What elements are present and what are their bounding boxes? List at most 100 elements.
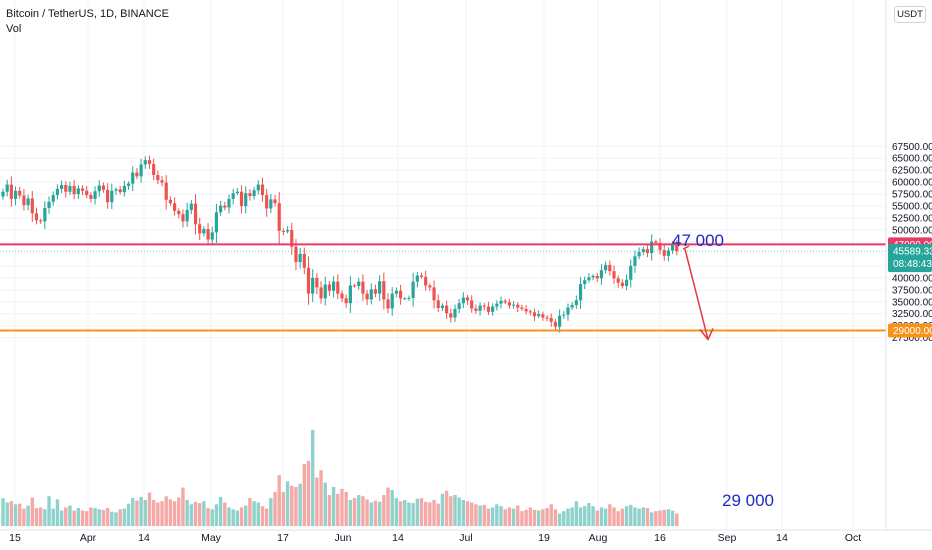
volume-bar — [595, 510, 599, 526]
horizontal-lines[interactable] — [0, 243, 886, 332]
candle-body — [436, 300, 440, 308]
y-tick-label: 32500.00 — [892, 309, 932, 320]
candle-body — [398, 290, 403, 299]
volume-bar — [264, 508, 269, 526]
volume-bar — [47, 496, 51, 526]
time-axis[interactable]: 15 Apr 14 May 17 Jun 14 Jul 19 Aug 16 Sep 14 Oct — [9, 532, 861, 544]
volume-bar — [382, 495, 386, 526]
volume-bar — [105, 508, 110, 526]
candle-body — [428, 285, 432, 288]
volume-bar — [486, 508, 491, 526]
candle-body — [633, 256, 637, 266]
candle-body — [604, 264, 608, 271]
candle-body — [465, 297, 470, 301]
x-tick-label: Sep — [718, 532, 737, 544]
candle-body — [101, 185, 106, 190]
candle-body — [256, 184, 260, 191]
candle-body — [386, 299, 390, 309]
countdown-label: 08:48:43 — [893, 259, 932, 270]
volume-bar — [13, 504, 18, 526]
candle-body — [76, 188, 80, 195]
candle-body — [537, 314, 541, 317]
volume-bar — [177, 497, 181, 526]
candle-body — [214, 212, 219, 233]
volume-bar — [624, 506, 629, 526]
currency-badge[interactable]: USDT — [894, 6, 926, 23]
candle-body — [419, 275, 424, 277]
annotations[interactable]: 47 000 29 000 — [672, 231, 774, 510]
x-tick-label: 17 — [277, 532, 289, 544]
volume-bar — [51, 508, 55, 526]
candle-body — [440, 305, 445, 308]
candle-body — [524, 308, 528, 312]
candle-body — [457, 303, 461, 309]
candle-body — [59, 185, 64, 189]
candle-body — [269, 199, 273, 209]
candle-body — [453, 308, 457, 318]
volume-bar — [139, 496, 143, 526]
candle-body — [449, 313, 453, 318]
candle-body — [332, 281, 336, 291]
volume-bar — [520, 511, 524, 526]
candle-body — [357, 281, 361, 286]
volume-bar — [453, 495, 457, 526]
candle-body — [193, 203, 198, 225]
volume-bar — [637, 508, 641, 526]
candle-body — [369, 289, 373, 300]
candle-body — [365, 293, 369, 300]
candle-body — [645, 249, 650, 253]
volume-bar — [252, 501, 256, 526]
candle-body — [520, 307, 524, 309]
volume-bar — [34, 508, 39, 526]
volume-bar — [352, 498, 357, 526]
volume-bar — [394, 498, 399, 526]
volume-bar — [470, 502, 474, 526]
volume-bar — [126, 503, 131, 526]
x-tick-label: 19 — [538, 532, 550, 544]
volume-bar — [591, 506, 595, 526]
candle-body — [206, 229, 210, 240]
candle-body — [461, 297, 465, 304]
candle-body — [591, 275, 595, 278]
volume-bar — [499, 506, 503, 526]
candle-body — [549, 318, 553, 322]
volume-bar — [675, 513, 679, 526]
candle-body — [511, 304, 516, 306]
volume-bar — [574, 501, 579, 526]
candle-body — [9, 184, 13, 199]
candle-body — [336, 281, 340, 294]
volume-bar — [511, 508, 516, 526]
volume-bar — [290, 485, 294, 526]
candle-body — [156, 174, 160, 181]
candle-body — [671, 245, 675, 251]
volume-bar — [616, 511, 620, 526]
volume-bar — [26, 505, 30, 526]
volume-bar — [373, 500, 378, 526]
candle-body — [570, 305, 574, 308]
volume-bar — [85, 511, 89, 526]
candlesticks — [1, 155, 679, 333]
volume-bar — [277, 475, 281, 526]
candle-body — [131, 172, 135, 184]
candle-body — [662, 250, 666, 256]
volume-bar — [239, 507, 244, 526]
volume-bar — [260, 506, 265, 526]
volume-bar — [160, 501, 164, 526]
candle-body — [126, 183, 131, 186]
volume-bar — [449, 496, 453, 526]
projection-arrow[interactable] — [682, 245, 714, 341]
volume-bar — [248, 498, 252, 526]
volume-bar — [1, 498, 5, 526]
x-tick-label: 15 — [9, 532, 21, 544]
volume-bar — [93, 508, 97, 526]
volume-bar — [474, 504, 478, 526]
volume-bar — [306, 460, 311, 526]
volume-bar — [43, 509, 47, 526]
volume-bar — [457, 497, 461, 526]
volume-bar — [197, 503, 202, 526]
y-tick-label: 60000.00 — [892, 178, 932, 189]
volume-bar — [273, 491, 277, 526]
volume-bar — [76, 508, 81, 526]
candle-body — [147, 160, 152, 164]
